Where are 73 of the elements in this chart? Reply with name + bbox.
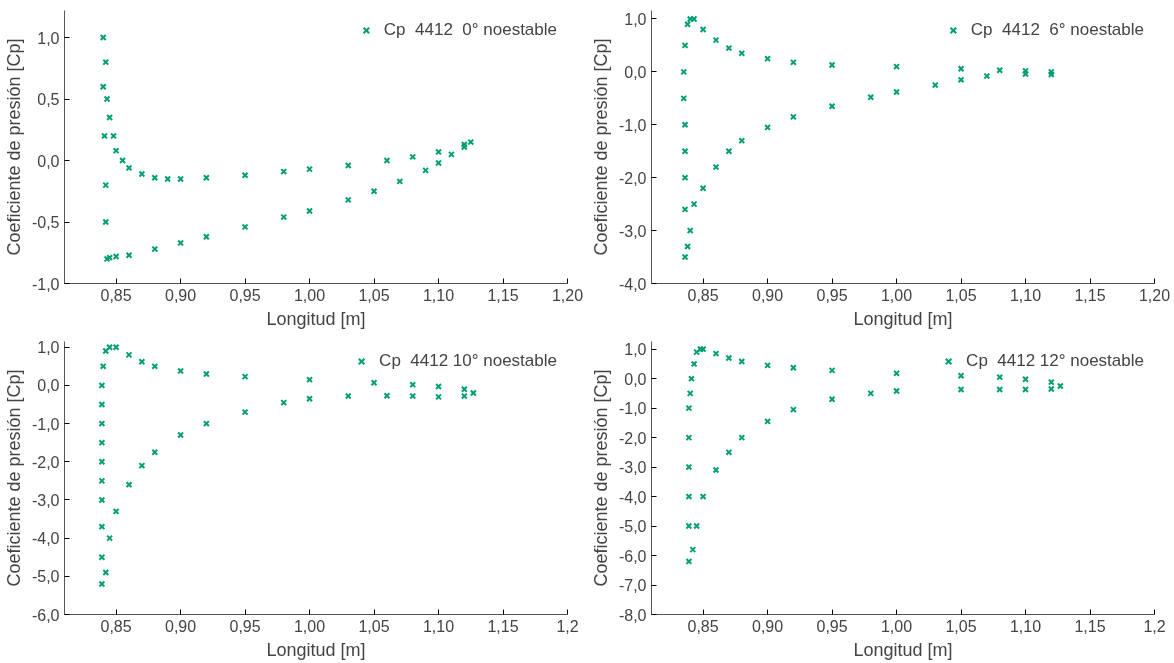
y-tick-label: -3,0 [618, 459, 647, 477]
x-tick-label: 1,15 [1074, 286, 1106, 304]
x-axis-title: Longitud [m] [266, 308, 366, 329]
y-tick-label: -6,0 [31, 606, 60, 624]
x-tick-label: 0,90 [752, 286, 784, 304]
y-tick-label: 1,0 [624, 10, 647, 28]
y-axis-title: Coeficiente de presión [Cp] [3, 369, 24, 587]
x-tick-label: 0,90 [752, 617, 784, 635]
x-tick-label: 1,10 [422, 617, 455, 635]
x-tick-label: 1,05 [358, 286, 390, 304]
y-tick-label: 0,0 [37, 377, 60, 395]
x-axis-title: Longitud [m] [853, 308, 953, 329]
y-tick-label: -1,0 [31, 275, 60, 293]
x-tick-label: 1,10 [1009, 286, 1042, 304]
y-tick-label: -7,0 [618, 577, 647, 595]
x-tick-label: 0,90 [165, 617, 197, 635]
y-tick-label: -3,0 [618, 222, 647, 240]
y-tick-label: -1,0 [618, 116, 647, 134]
x-tick-label: 1,00 [880, 286, 913, 304]
x-tick-label: 0,95 [229, 617, 261, 635]
x-tick-label: 0,85 [100, 617, 132, 635]
y-tick-label: -0,5 [31, 214, 60, 232]
x-tick-label: 0,85 [100, 286, 132, 304]
y-tick-label: 1,0 [37, 339, 60, 357]
y-tick-label: -2,0 [618, 429, 647, 447]
y-axis-title: Coeficiente de presión [Cp] [590, 369, 611, 587]
x-tick-label: 1,15 [487, 617, 519, 635]
x-tick-label: 1,00 [293, 286, 326, 304]
y-axis-title: Coeficiente de presión [Cp] [3, 38, 24, 256]
y-tick-label: -4,0 [31, 530, 60, 548]
x-tick-label: 1,10 [422, 286, 455, 304]
x-tick-label: 0,85 [687, 286, 719, 304]
y-tick-label: -5,0 [31, 568, 60, 586]
x-tick-label: 1,2 [556, 617, 579, 635]
x-tick-label: 1,05 [945, 286, 977, 304]
x-tick-label: 1,20 [551, 286, 584, 304]
x-axis-title: Longitud [m] [266, 639, 366, 660]
x-tick-label: 1,05 [358, 617, 390, 635]
x-tick-label: 1,20 [1138, 286, 1171, 304]
y-axis-title: Coeficiente de presión [Cp] [590, 38, 611, 256]
legend-label: Cp 4412 10° noestable [379, 351, 557, 371]
x-tick-label: 1,05 [945, 617, 977, 635]
x-tick-label: 1,2 [1143, 617, 1166, 635]
legend-label: Cp 4412 0° noestable [383, 20, 557, 40]
y-tick-label: 0,0 [624, 63, 647, 81]
x-tick-label: 0,85 [687, 617, 719, 635]
legend-label: Cp 4412 12° noestable [966, 351, 1144, 371]
x-tick-label: 0,95 [816, 286, 848, 304]
legend-label: Cp 4412 6° noestable [970, 20, 1144, 40]
x-tick-label: 0,95 [816, 617, 848, 635]
x-tick-label: 1,15 [1074, 617, 1106, 635]
y-tick-label: -2,0 [31, 453, 60, 471]
y-tick-label: 0,0 [37, 152, 60, 170]
y-tick-label: -4,0 [618, 488, 647, 506]
y-tick-label: -1,0 [618, 400, 647, 418]
y-tick-label: 0,5 [37, 91, 60, 109]
x-tick-label: 1,10 [1009, 617, 1042, 635]
x-tick-label: 0,95 [229, 286, 261, 304]
y-tick-label: -2,0 [618, 169, 647, 187]
y-tick-label: -6,0 [618, 547, 647, 565]
y-tick-label: 1,0 [624, 341, 647, 359]
y-tick-label: -5,0 [618, 518, 647, 536]
x-tick-label: 1,15 [487, 286, 519, 304]
x-tick-label: 1,00 [293, 617, 326, 635]
y-tick-label: -4,0 [618, 275, 647, 293]
x-tick-label: 1,00 [880, 617, 913, 635]
y-tick-label: 1,0 [37, 29, 60, 47]
y-tick-label: -1,0 [31, 415, 60, 433]
y-tick-label: 0,0 [624, 370, 647, 388]
y-tick-label: -8,0 [618, 606, 647, 624]
y-tick-label: -3,0 [31, 491, 60, 509]
x-axis-title: Longitud [m] [853, 639, 953, 660]
x-tick-label: 0,90 [165, 286, 197, 304]
